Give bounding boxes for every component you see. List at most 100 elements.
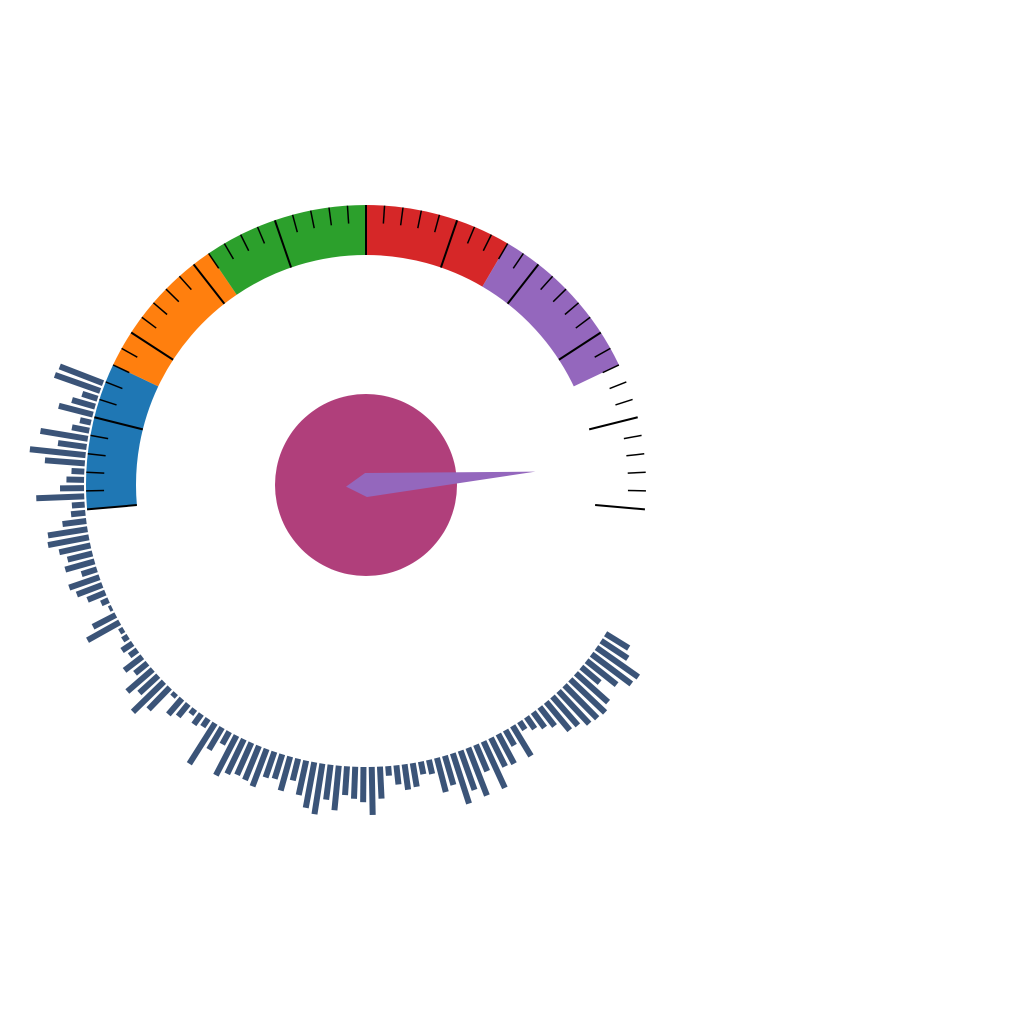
radial-bar: [146, 685, 172, 712]
minor-tick: [497, 243, 509, 260]
radial-bar: [188, 707, 198, 716]
radial-bar: [594, 645, 641, 680]
radial-bar: [86, 589, 107, 603]
radial-bar: [36, 493, 85, 502]
minor-tick: [121, 347, 138, 358]
gauge-band-1: [113, 253, 237, 387]
radial-bar: [70, 509, 86, 518]
radial-bar: [79, 417, 92, 426]
radial-bar: [118, 626, 126, 635]
minor-tick: [328, 207, 333, 226]
minor-tick: [466, 226, 476, 244]
minor-tick: [87, 453, 106, 457]
radial-bar: [234, 741, 255, 777]
radial-bar: [186, 721, 218, 766]
minor-tick: [627, 471, 646, 474]
radial-bar: [120, 640, 135, 654]
radial-bar: [295, 759, 310, 796]
radial-bar: [130, 679, 166, 714]
radial-bar: [71, 397, 96, 410]
minor-tick: [178, 275, 192, 291]
radial-bar: [311, 763, 326, 815]
minor-tick: [626, 453, 645, 457]
radial-bar: [401, 763, 412, 791]
radial-bar: [219, 730, 232, 746]
minor-tick: [207, 252, 220, 269]
radial-bar: [550, 694, 581, 728]
minor-tick: [105, 381, 123, 390]
radial-bar: [66, 550, 94, 563]
radial-bar: [224, 737, 247, 776]
minor-tick: [602, 364, 620, 374]
gauge-band-4: [482, 243, 619, 387]
radial-bar: [568, 677, 608, 715]
radial-bar: [133, 660, 150, 676]
radial-bar: [47, 526, 88, 539]
minor-tick: [256, 226, 266, 244]
radial-bar: [166, 696, 185, 717]
major-tick: [439, 219, 459, 268]
radial-bar: [277, 755, 294, 792]
minor-tick: [594, 347, 611, 358]
radial-bar: [573, 671, 611, 705]
radial-bar: [480, 740, 508, 790]
radial-bar: [589, 651, 634, 687]
radial-bar: [175, 702, 191, 719]
minor-tick: [223, 243, 235, 260]
radial-bar: [125, 667, 155, 694]
radial-bar: [442, 754, 457, 786]
radial-bar: [39, 427, 89, 442]
radial-bar: [517, 719, 528, 732]
radial-bar: [242, 744, 262, 782]
gauge-band-3: [366, 205, 508, 287]
radial-bar: [75, 582, 104, 598]
radial-bar: [100, 597, 110, 607]
radial-bar: [473, 743, 490, 773]
radial-bar: [502, 728, 517, 747]
minor-tick: [141, 316, 157, 329]
radial-bar: [289, 757, 302, 782]
minor-tick: [417, 210, 423, 229]
radial-bar: [376, 766, 385, 799]
minor-tick: [552, 288, 567, 303]
major-tick: [506, 263, 540, 305]
minor-tick: [623, 434, 642, 440]
radial-bars: [29, 363, 641, 815]
radial-bar: [122, 654, 145, 673]
radial-bar: [137, 673, 161, 696]
radial-bar: [262, 750, 278, 779]
radial-bar: [409, 762, 420, 788]
major-tick: [595, 504, 646, 511]
radial-bar: [249, 747, 270, 788]
radial-bar: [323, 764, 334, 801]
radial-bar: [434, 757, 449, 793]
minor-tick: [152, 302, 168, 316]
radial-bar: [331, 765, 342, 811]
radial-bar: [206, 725, 225, 752]
radial-bar: [449, 752, 472, 805]
major-tick: [558, 331, 602, 361]
radial-bar: [81, 391, 99, 402]
radial-bar: [465, 746, 490, 797]
major-tick: [94, 416, 144, 431]
radial-bar: [342, 766, 350, 796]
minor-tick: [564, 302, 580, 316]
major-tick: [130, 331, 174, 361]
radial-bar: [71, 468, 85, 475]
minor-tick: [482, 234, 493, 252]
major-tick: [273, 219, 293, 268]
radial-bar: [603, 631, 631, 651]
gauge-needle: [346, 471, 536, 497]
radial-bar: [302, 761, 318, 809]
minor-tick: [90, 434, 109, 440]
radial-bar: [537, 705, 557, 728]
radial-bar: [599, 638, 630, 661]
minor-tick: [86, 471, 105, 474]
radial-bar: [426, 759, 436, 775]
radial-bar: [368, 766, 376, 815]
minor-tick: [399, 207, 404, 226]
minor-tick: [291, 214, 299, 233]
major-tick: [192, 263, 226, 305]
radial-bar: [393, 765, 402, 785]
